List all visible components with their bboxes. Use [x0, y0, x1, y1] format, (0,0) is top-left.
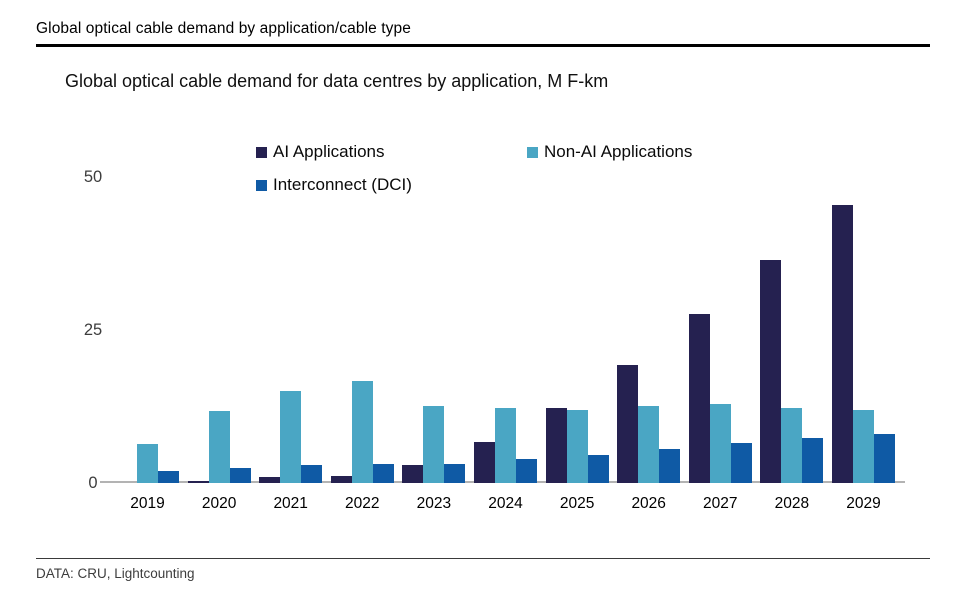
- bar-interconnect-dci-2026: [659, 449, 681, 483]
- legend-label-interconnect-dci: Interconnect (DCI): [273, 175, 412, 194]
- x-axis-label-2023: 2023: [416, 495, 452, 512]
- y-axis-tick-50: 50: [83, 168, 103, 186]
- x-axis-label-2025: 2025: [559, 495, 595, 512]
- bar-non-ai-applications-2021: [280, 391, 302, 483]
- data-source: DATA: CRU, Lightcounting: [36, 566, 195, 581]
- bar-interconnect-dci-2022: [372, 464, 394, 483]
- bar-ai-applications-2029: [832, 205, 853, 483]
- bar-ai-applications-2026: [617, 365, 639, 483]
- legend-swatch-non-ai-applications: [527, 146, 538, 158]
- bar-non-ai-applications-2024: [495, 408, 516, 483]
- bar-ai-applications-2024: [474, 442, 495, 483]
- bar-interconnect-dci-2029: [874, 434, 895, 483]
- x-axis-label-2029: 2029: [846, 495, 881, 512]
- bar-non-ai-applications-2023: [423, 406, 445, 483]
- bar-non-ai-applications-2026: [638, 406, 660, 483]
- bar-ai-applications-2021: [259, 477, 281, 483]
- report-title: Global optical cable demand by applicati…: [36, 20, 411, 37]
- y-axis-tick-0: 0: [88, 474, 98, 492]
- y-axis-tick-25: 25: [83, 321, 103, 339]
- bar-ai-applications-2022: [330, 476, 352, 483]
- x-axis-label-2021: 2021: [273, 495, 308, 512]
- bar-non-ai-applications-2027: [709, 404, 731, 483]
- bar-non-ai-applications-2028: [781, 408, 803, 483]
- x-axis-label-2026: 2026: [631, 495, 666, 512]
- bar-ai-applications-2028: [760, 260, 782, 483]
- bar-interconnect-dci-2019: [158, 471, 179, 483]
- bar-interconnect-dci-2024: [516, 459, 537, 483]
- x-axis-label-2020: 2020: [201, 495, 237, 512]
- x-axis-label-2022: 2022: [345, 495, 380, 512]
- bar-interconnect-dci-2027: [730, 443, 752, 483]
- legend-item-non-ai-applications: Non-AI Applications: [527, 142, 693, 161]
- chart-title: Global optical cable demand for data cen…: [65, 71, 609, 91]
- bar-interconnect-dci-2021: [301, 465, 323, 483]
- bar-ai-applications-2020: [187, 481, 209, 483]
- bar-ai-applications-2025: [545, 408, 567, 483]
- bar-interconnect-dci-2028: [802, 438, 824, 483]
- bar-non-ai-applications-2019: [137, 444, 158, 483]
- bar-interconnect-dci-2023: [444, 464, 466, 483]
- bar-interconnect-dci-2025: [587, 455, 609, 483]
- x-axis-label-2019: 2019: [130, 495, 165, 512]
- bar-ai-applications-2027: [688, 314, 710, 483]
- bar-non-ai-applications-2025: [566, 410, 588, 483]
- bar-interconnect-dci-2020: [229, 468, 251, 483]
- bar-non-ai-applications-2020: [208, 411, 230, 483]
- x-axis-label-2024: 2024: [488, 495, 523, 512]
- bar-non-ai-applications-2022: [351, 381, 373, 483]
- legend-label-ai-applications: AI Applications: [273, 142, 385, 161]
- bar-non-ai-applications-2029: [853, 410, 874, 483]
- legend-swatch-ai-applications: [256, 146, 267, 158]
- bar-ai-applications-2023: [402, 465, 424, 483]
- legend-swatch-interconnect-dci: [256, 179, 267, 191]
- x-axis-label-2028: 2028: [774, 495, 810, 512]
- legend-item-ai-applications: AI Applications: [256, 142, 385, 161]
- header-divider: [36, 44, 930, 47]
- legend-label-non-ai-applications: Non-AI Applications: [544, 142, 693, 161]
- x-axis-label-2027: 2027: [703, 495, 738, 512]
- legend-item-interconnect-dci: Interconnect (DCI): [256, 175, 412, 194]
- footer-divider: [36, 558, 930, 559]
